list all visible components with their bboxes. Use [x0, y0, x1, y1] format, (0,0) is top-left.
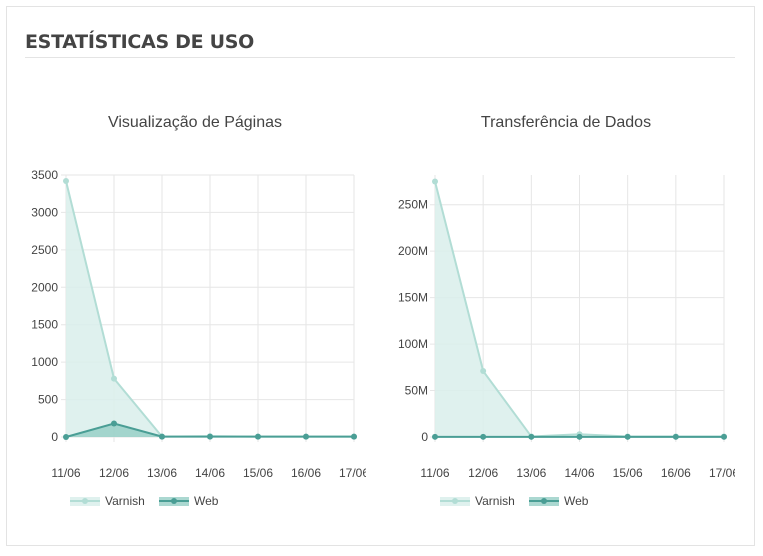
y-tick-label: 1500	[31, 318, 58, 332]
data-point-web	[159, 433, 165, 440]
data-point-web	[63, 434, 69, 440]
x-tick-label: 17/06	[339, 466, 369, 480]
series-area-varnish	[435, 181, 724, 437]
legend-marker-varnish	[82, 498, 88, 504]
legend-label-web: Web	[564, 494, 589, 508]
legend-label-varnish: Varnish	[475, 494, 515, 508]
data-point-web	[207, 433, 213, 440]
data-point-varnish	[480, 368, 487, 375]
y-tick-label: 250M	[398, 198, 428, 212]
y-tick-label: 0	[51, 430, 58, 444]
data-point-web	[624, 433, 631, 440]
y-tick-label: 3500	[31, 168, 58, 182]
x-tick-label: 14/06	[195, 466, 225, 480]
y-tick-label: 2500	[31, 243, 58, 257]
x-tick-label: 14/06	[564, 466, 594, 480]
y-tick-label: 1000	[31, 355, 58, 369]
data-point-web	[255, 433, 261, 440]
x-tick-label: 11/06	[51, 466, 80, 480]
y-tick-label: 3000	[31, 205, 58, 219]
x-tick-label: 15/06	[613, 466, 643, 480]
y-tick-label: 2000	[31, 280, 58, 294]
data-point-web	[528, 433, 535, 440]
panel-title: ESTATÍSTICAS DE USO	[25, 31, 254, 53]
x-tick-label: 17/06	[709, 466, 739, 480]
chart-title: Transferência de Dados	[481, 114, 651, 131]
x-tick-label: 15/06	[243, 466, 273, 480]
y-tick-label: 150M	[398, 291, 428, 305]
data-point-web	[111, 420, 117, 427]
x-tick-label: 16/06	[291, 466, 321, 480]
legend-marker-web	[541, 498, 547, 504]
data-point-varnish	[432, 178, 438, 185]
y-tick-label: 500	[38, 393, 58, 407]
x-tick-label: 13/06	[147, 466, 177, 480]
x-tick-label: 16/06	[661, 466, 691, 480]
data-point-web	[351, 433, 357, 440]
data-point-web	[432, 433, 438, 440]
legend-marker-varnish	[452, 498, 458, 504]
y-tick-label: 100M	[398, 337, 428, 351]
data-point-web	[672, 433, 679, 440]
x-tick-label: 11/06	[420, 466, 449, 480]
y-tick-label: 0	[421, 430, 428, 444]
series-area-varnish	[66, 180, 354, 437]
data-point-web	[576, 433, 583, 440]
y-tick-label: 50M	[405, 384, 428, 398]
x-tick-label: 12/06	[468, 466, 498, 480]
usage-stats-panel: ESTATÍSTICAS DE USO	[6, 6, 755, 546]
data-point-web	[480, 433, 487, 440]
data-point-web	[721, 433, 727, 440]
title-divider	[25, 57, 735, 58]
series-area-web	[66, 423, 354, 437]
chart-2: Transferência de Dados 0 50M 100M 150M 200M 25…	[398, 114, 739, 508]
x-tick-label: 12/06	[99, 466, 129, 480]
y-tick-label: 200M	[398, 244, 428, 258]
data-point-varnish	[111, 375, 117, 382]
legend-marker-web	[171, 498, 177, 504]
chart-1: Visualização de Páginas 0 500 1000 1500 2000 2…	[31, 114, 369, 508]
legend-label-varnish: Varnish	[105, 494, 145, 508]
legend-label-web: Web	[194, 494, 219, 508]
data-point-varnish	[63, 177, 69, 184]
chart-title: Visualização de Páginas	[108, 114, 282, 131]
data-point-web	[303, 433, 309, 440]
x-tick-label: 13/06	[516, 466, 546, 480]
